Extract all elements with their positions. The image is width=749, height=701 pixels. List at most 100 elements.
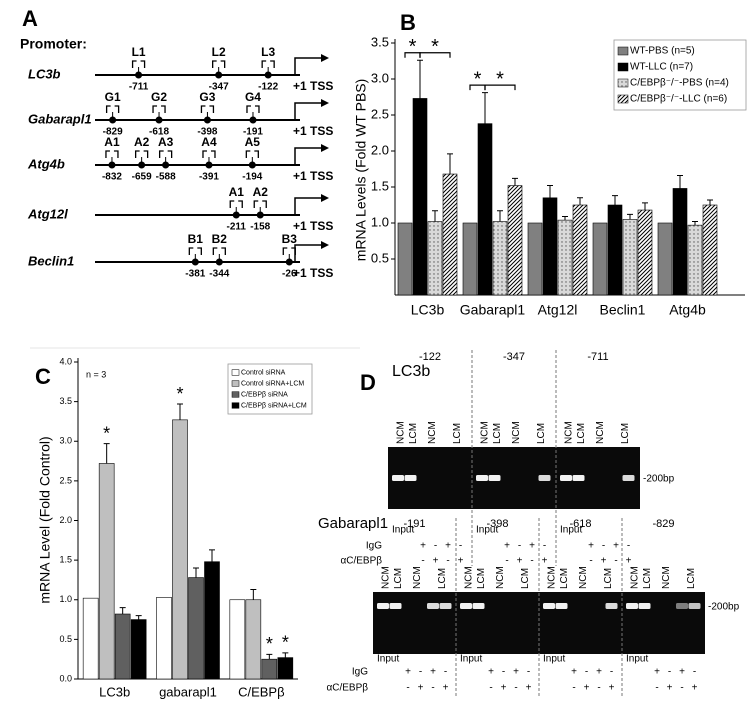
sign: - [446, 556, 449, 567]
error-bar [193, 567, 199, 578]
gel-band [427, 603, 439, 609]
sign: - [585, 667, 588, 678]
x-tick-label: Atg12l [538, 302, 578, 318]
error-bar [103, 443, 110, 464]
legend-swatch [231, 391, 240, 398]
sign: - [655, 683, 658, 694]
sign: + [517, 556, 523, 567]
sign: - [627, 541, 630, 552]
error-bar [135, 615, 142, 620]
y-tick-label: 1.5 [371, 178, 389, 193]
lane-label: NCM [511, 421, 522, 444]
sign: + [433, 556, 439, 567]
lane-label: LCM [520, 568, 531, 589]
sign: + [692, 683, 698, 694]
row-label: IgG [366, 541, 382, 552]
sign: - [505, 556, 508, 567]
gel-band [622, 475, 635, 481]
bar [98, 463, 115, 680]
y-tick-label: 3.5 [59, 396, 72, 406]
sign: - [406, 683, 409, 694]
tss-label: +1 TSS [293, 124, 333, 138]
sign: - [419, 667, 422, 678]
lane-label: NCM [564, 421, 575, 444]
tss-arrowhead [321, 241, 329, 249]
site-label: A5 [245, 135, 261, 149]
site-position: -829 [103, 127, 123, 138]
gel-band [626, 603, 638, 609]
lane-label: LCM [492, 423, 503, 444]
error-bar [512, 177, 518, 186]
region-label: -711 [587, 351, 608, 363]
sign: + [430, 667, 436, 678]
lane-label: NCM [630, 566, 641, 589]
sign: + [443, 683, 449, 694]
sign: - [680, 683, 683, 694]
tss-arrow [294, 102, 323, 120]
error-bar [562, 216, 568, 221]
site-label: A1 [229, 185, 245, 199]
gene-name: Beclin1 [28, 253, 74, 268]
y-tick-label: 2.5 [59, 475, 72, 485]
gel-band [538, 475, 551, 481]
site-label: B3 [282, 232, 298, 246]
gel-band [555, 603, 568, 609]
sign: + [513, 667, 519, 678]
tss-label: +1 TSS [293, 79, 333, 93]
x-tick-label: LC3b [411, 302, 445, 318]
row-label: αC/EBPβ [340, 556, 382, 567]
site-bracket [253, 200, 267, 208]
error-bar [250, 588, 257, 600]
bar [637, 209, 653, 296]
site-position: -347 [209, 82, 229, 93]
site-bracket [152, 105, 166, 113]
bar [572, 204, 588, 296]
legend-swatch [617, 78, 629, 88]
bar [397, 222, 413, 296]
site-position: -211 [227, 222, 247, 233]
lane-label: NCM [427, 421, 438, 444]
row-label: αC/EBPβ [326, 683, 368, 694]
y-tick-label: 3.0 [371, 70, 389, 85]
x-tick-label: C/EBPβ [238, 684, 285, 699]
tss-arrowhead [321, 54, 329, 62]
lane-label: NCM [480, 421, 491, 444]
sign: - [543, 541, 546, 552]
input-label: Input [560, 525, 582, 536]
region-label: -122 [419, 351, 441, 363]
region-label: -347 [503, 351, 525, 363]
site-label: G1 [105, 90, 121, 104]
tss-arrow [294, 147, 323, 165]
legend-box [613, 39, 747, 111]
sign: - [530, 556, 533, 567]
tss-arrow [294, 197, 323, 215]
legend-swatch [231, 380, 240, 387]
y-tick-label: 1.5 [59, 555, 72, 565]
sign: + [596, 667, 602, 678]
lane-label: LCM [576, 423, 587, 444]
x-tick-label: Gabarapl1 [460, 302, 526, 318]
legend-swatch [617, 46, 629, 56]
significance-label: * [474, 68, 482, 90]
sign: - [514, 683, 517, 694]
lane-label: NCM [412, 566, 423, 589]
legend-label: C/EBPβ⁻/⁻-LLC (n=6) [630, 94, 727, 105]
gel-band [560, 475, 572, 481]
size-marker: -200bp [643, 474, 675, 485]
tss-arrow [294, 57, 323, 75]
site-bracket [245, 150, 259, 158]
sign: + [584, 683, 590, 694]
site-bracket [261, 60, 275, 68]
lane-label: NCM [578, 566, 589, 589]
sign: + [420, 541, 426, 552]
sign: + [571, 667, 577, 678]
site-bracket [212, 60, 226, 68]
y-axis-label: mRNA Levels (Fold WT PBS) [353, 79, 369, 262]
gel-band [389, 603, 402, 609]
site-bracket [131, 60, 146, 68]
x-tick-label: LC3b [99, 684, 130, 699]
sign: - [489, 683, 492, 694]
gel-band [404, 475, 417, 481]
size-marker: -200bp [708, 602, 740, 613]
